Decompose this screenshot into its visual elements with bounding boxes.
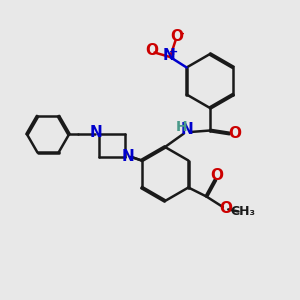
Text: O: O (170, 29, 184, 44)
Text: -: - (180, 29, 184, 39)
Text: O: O (219, 201, 232, 216)
Text: O: O (145, 44, 158, 59)
Text: N: N (90, 125, 102, 140)
Text: O: O (210, 168, 224, 183)
Text: N: N (121, 149, 134, 164)
Text: CH₃: CH₃ (230, 205, 256, 218)
Text: N: N (162, 48, 175, 63)
Text: O: O (228, 126, 242, 141)
Text: N: N (181, 122, 193, 137)
Text: H: H (176, 120, 187, 134)
Text: +: + (169, 46, 178, 57)
